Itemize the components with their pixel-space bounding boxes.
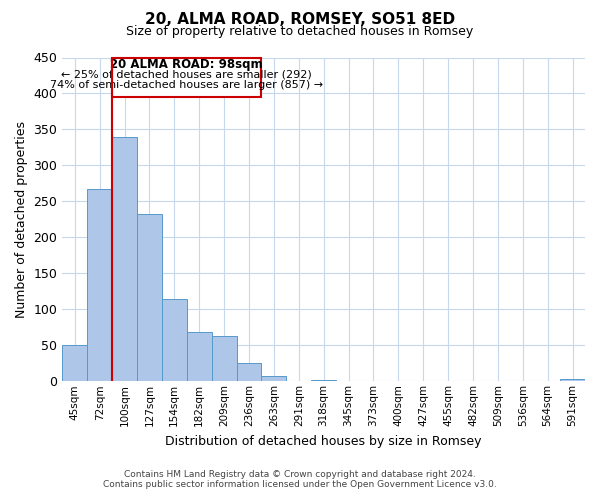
Text: 20 ALMA ROAD: 98sqm: 20 ALMA ROAD: 98sqm xyxy=(110,58,263,71)
Text: Contains HM Land Registry data © Crown copyright and database right 2024.
Contai: Contains HM Land Registry data © Crown c… xyxy=(103,470,497,489)
Y-axis label: Number of detached properties: Number of detached properties xyxy=(15,121,28,318)
Bar xyxy=(62,346,87,382)
Text: 74% of semi-detached houses are larger (857) →: 74% of semi-detached houses are larger (… xyxy=(50,80,323,90)
Bar xyxy=(187,332,212,382)
Bar xyxy=(137,214,162,382)
Text: ← 25% of detached houses are smaller (292): ← 25% of detached houses are smaller (29… xyxy=(61,70,312,80)
Bar xyxy=(361,380,386,382)
Bar xyxy=(112,136,137,382)
Text: 20, ALMA ROAD, ROMSEY, SO51 8ED: 20, ALMA ROAD, ROMSEY, SO51 8ED xyxy=(145,12,455,28)
FancyBboxPatch shape xyxy=(112,58,262,97)
Bar xyxy=(212,336,236,382)
Bar xyxy=(262,376,286,382)
Bar xyxy=(87,189,112,382)
Text: Size of property relative to detached houses in Romsey: Size of property relative to detached ho… xyxy=(127,25,473,38)
Bar xyxy=(236,364,262,382)
Bar xyxy=(162,298,187,382)
Bar xyxy=(560,379,585,382)
Bar xyxy=(311,380,336,382)
X-axis label: Distribution of detached houses by size in Romsey: Distribution of detached houses by size … xyxy=(166,434,482,448)
